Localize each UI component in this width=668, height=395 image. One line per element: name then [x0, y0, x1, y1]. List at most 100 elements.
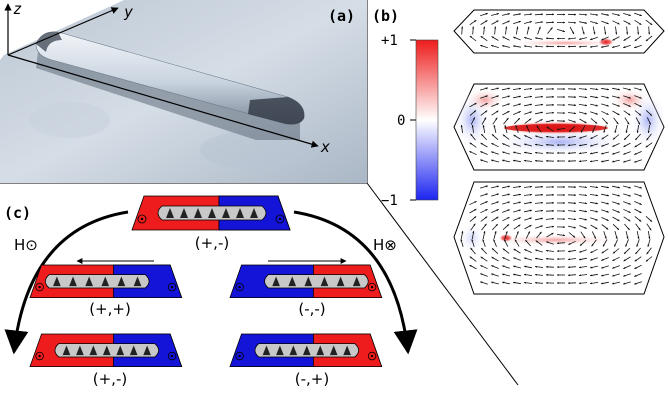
- field-vector: [523, 37, 532, 40]
- field-vector: [534, 151, 544, 154]
- field-vector: [645, 142, 653, 148]
- field-vector: [490, 273, 499, 277]
- field-vector: [567, 144, 577, 147]
- field-vector: [491, 95, 500, 99]
- field-vector: [471, 124, 474, 133]
- field-vector: [634, 110, 642, 116]
- field-vector: [578, 160, 588, 163]
- field-vector: [646, 223, 652, 231]
- field-vector: [623, 185, 632, 189]
- field-vector: [612, 143, 620, 147]
- field-vector: [513, 111, 521, 115]
- field-vector: [534, 87, 544, 90]
- field-vector: [633, 159, 642, 163]
- field-vector: [481, 117, 487, 125]
- field-vector: [589, 273, 598, 277]
- field-vector: [578, 249, 587, 253]
- field-vector: [590, 209, 599, 213]
- field-vector: [612, 193, 621, 197]
- field-vector: [625, 239, 629, 247]
- axis-z-label: z: [13, 0, 22, 18]
- field-vector: [623, 95, 632, 99]
- field-vector: [534, 135, 543, 139]
- field-vector: [636, 231, 640, 240]
- field-vector: [578, 143, 587, 147]
- field-vector: [589, 257, 598, 261]
- field-vector: [578, 13, 588, 16]
- field-vector: [623, 216, 631, 222]
- field-vector: [634, 185, 643, 189]
- field-vector: [534, 143, 544, 146]
- field-vector: [636, 239, 640, 248]
- field-vector: [612, 256, 620, 262]
- field-vector: [547, 27, 553, 34]
- field-vector: [567, 112, 577, 115]
- curve-arrow-left: [4, 210, 129, 355]
- field-vector: [578, 266, 588, 269]
- field-vector: [578, 152, 588, 155]
- field-vector: [501, 265, 510, 269]
- field-vector: [534, 281, 544, 284]
- field-vector: [635, 223, 641, 231]
- panel-b-label: (b): [372, 7, 399, 25]
- field-vector: [589, 13, 599, 16]
- field-vector: [578, 135, 587, 139]
- field-vector: [601, 201, 610, 205]
- field-vector: [502, 201, 511, 205]
- field-vector: [502, 20, 510, 25]
- field-vector: [490, 45, 499, 48]
- field-vector: [524, 103, 533, 107]
- field-vector: [470, 247, 476, 255]
- field-vector: [600, 151, 609, 155]
- field-vector: [545, 21, 555, 24]
- field-vector: [601, 224, 609, 230]
- field-vector: [625, 125, 629, 134]
- field-vector: [579, 111, 588, 115]
- field-vector: [504, 124, 508, 133]
- field-vector: [591, 231, 597, 239]
- panel-divider-bc: [366, 182, 519, 386]
- field-vector: [525, 231, 531, 239]
- field-vector: [601, 185, 610, 189]
- field-vector: [623, 201, 632, 205]
- field-vector: [469, 264, 477, 270]
- field-vector: [523, 45, 533, 48]
- field-vector: [469, 208, 477, 214]
- field-vector: [578, 96, 588, 99]
- field-vector: [479, 185, 489, 189]
- afm-bar-shadow: [36, 52, 300, 140]
- field-vector: [469, 35, 477, 42]
- field-vector: [590, 103, 599, 107]
- field-vector: [524, 111, 533, 115]
- field-vector: [556, 234, 566, 237]
- field-vector: [535, 217, 544, 221]
- field-vector: [590, 111, 599, 115]
- field-vector: [634, 12, 643, 17]
- field-vector: [623, 142, 631, 148]
- field-vector: [537, 26, 541, 35]
- field-vector: [589, 88, 599, 91]
- field-vector: [491, 36, 499, 41]
- field-vector: [534, 37, 543, 40]
- field-vector: [578, 104, 588, 107]
- field-vector: [567, 218, 577, 221]
- field-vector: [612, 20, 620, 25]
- field-vector: [480, 201, 488, 205]
- field-vector: [501, 45, 510, 48]
- field-vector: [624, 223, 630, 231]
- field-vector: [491, 103, 499, 107]
- field-vector: [469, 256, 477, 262]
- axis-x-label: x: [320, 138, 330, 156]
- field-vector: [480, 256, 488, 262]
- state-mid-left-label: (+,+): [89, 300, 131, 318]
- panel-a: z y x: [0, 0, 367, 183]
- field-vector: [579, 225, 587, 229]
- field-vector: [567, 210, 577, 213]
- field-vector: [646, 247, 652, 255]
- field-vector: [512, 143, 521, 147]
- field-vector: [614, 125, 618, 134]
- field-vector: [512, 151, 521, 155]
- field-vector: [535, 118, 543, 124]
- field-vector: [524, 118, 532, 124]
- field-vector: [603, 125, 607, 134]
